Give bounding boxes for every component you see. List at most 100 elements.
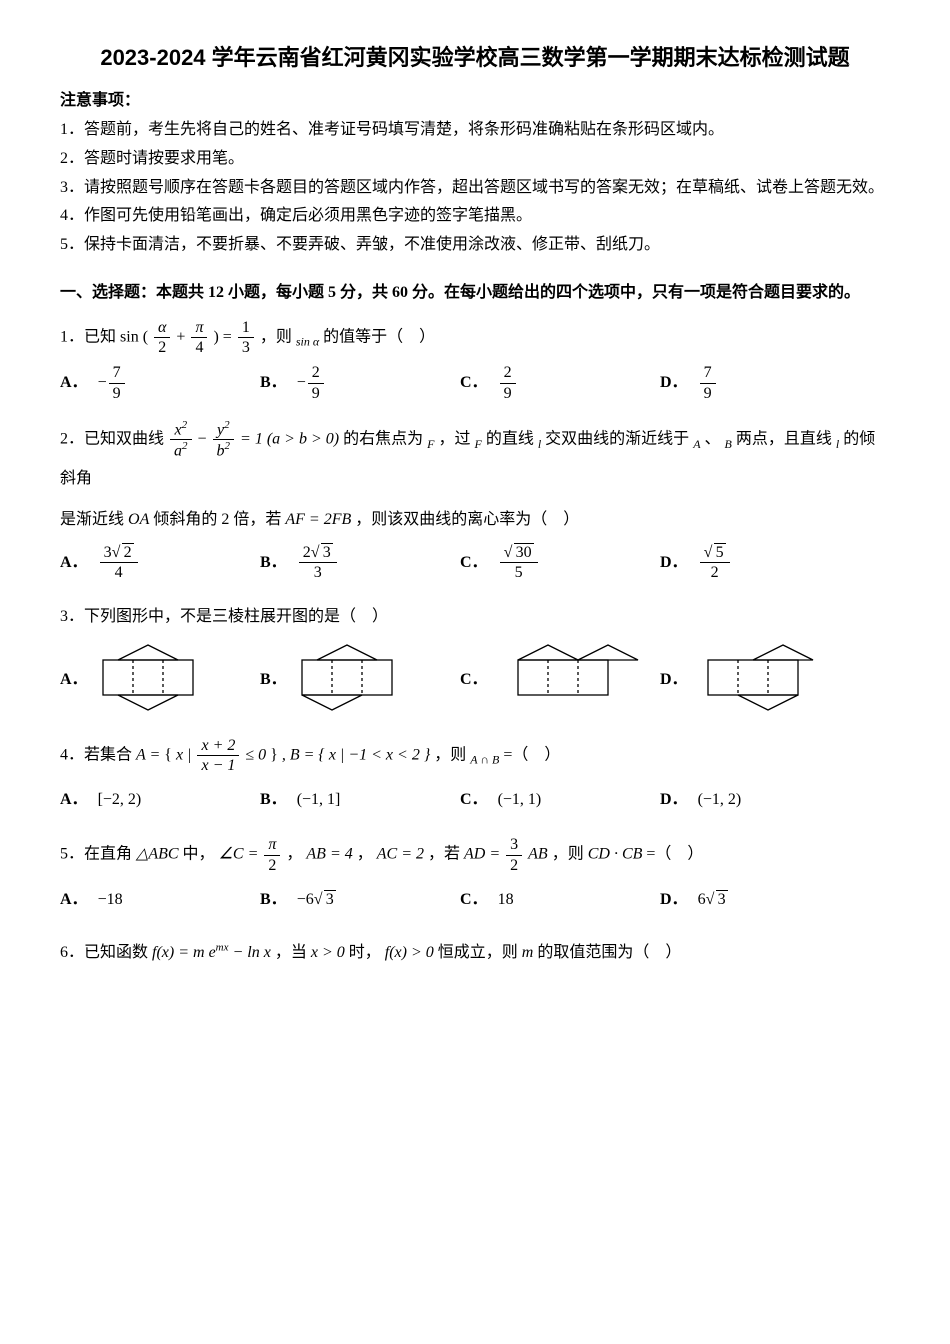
- q5-mid3: ，: [357, 846, 373, 863]
- q4-top: x + 2: [197, 736, 239, 756]
- q2b-den: 3: [299, 563, 337, 582]
- q5d: 63: [698, 881, 728, 919]
- q2a-frac: 32 4: [100, 543, 138, 582]
- notice-heading: 注意事项：: [60, 86, 890, 110]
- prism-net-d-icon: [698, 640, 818, 720]
- label-b: B．: [260, 881, 287, 919]
- question-1: 1．已知 sin ( α 2 + π 4 ) = 1 3 ，则 sin α 的值…: [60, 318, 890, 403]
- q5-ABC: △ABC: [136, 846, 179, 863]
- q2a-num: 32: [100, 543, 138, 563]
- q1d-den: 9: [700, 384, 716, 403]
- notice-item: 5．保持卡面清洁，不要折暴、不要弄破、弄皱，不准使用涂改液、修正带、刮纸刀。: [60, 231, 890, 260]
- label-b: B．: [260, 544, 287, 582]
- label-a: A．: [60, 544, 88, 582]
- q1-choices: A． − 7 9 B． − 2 9 C． 2 9: [60, 363, 890, 402]
- q1c-den: 9: [500, 384, 516, 403]
- q1d-num: 7: [700, 363, 716, 383]
- q1c-num: 2: [500, 363, 516, 383]
- q3-stem: 3．下列图形中，不是三棱柱展开图的是（ ）: [60, 599, 890, 634]
- q5-angC: ∠C =: [219, 846, 263, 863]
- q1-sinalpha: sin α: [296, 335, 319, 349]
- page-title: 2023-2024 学年云南省红河黄冈实验学校高三数学第一学期期末达标检测试题: [60, 40, 890, 72]
- q2-l2mid: 倾斜角的 2 倍，若: [153, 511, 281, 528]
- q1-one: 1: [238, 318, 254, 338]
- q4a: [−2, 2): [98, 781, 142, 819]
- q1a-num: 7: [109, 363, 125, 383]
- q5-AD: AD =: [464, 846, 504, 863]
- label-b: B．: [260, 781, 287, 819]
- q2-x2: x2: [170, 419, 192, 441]
- q5b: −63: [297, 881, 336, 919]
- label-c: C．: [460, 544, 488, 582]
- q2d-frac: 5 2: [700, 543, 730, 582]
- q1-stem: 1．已知 sin ( α 2 + π 4 ) = 1 3 ，则 sin α 的值…: [60, 318, 890, 357]
- q5-mid4: ，若: [428, 846, 460, 863]
- q1-sin: sin: [120, 328, 139, 345]
- q1-frac2: π 4: [191, 318, 207, 357]
- q2-stem: 2．已知双曲线 x2 a2 − y2 b2 = 1 (a > b > 0) 的右…: [60, 419, 890, 496]
- q1-pi: π: [191, 318, 207, 338]
- q5-choice-a: A． −18: [60, 881, 250, 919]
- exam-page: 2023-2024 学年云南省红河黄冈实验学校高三数学第一学期期末达标检测试题 …: [0, 0, 950, 1018]
- q4-pre: 4．若集合: [60, 746, 132, 763]
- label-c: C．: [460, 781, 488, 819]
- q2-mid1: 的右焦点为: [343, 430, 423, 447]
- q2-b: b: [217, 443, 225, 460]
- notice-item: 2．答题时请按要求用笔。: [60, 145, 890, 174]
- question-2: 2．已知双曲线 x2 a2 − y2 b2 = 1 (a > b > 0) 的右…: [60, 419, 890, 583]
- q4-frac: x + 2 x − 1: [197, 736, 239, 775]
- q6-lnx: − ln x: [229, 944, 271, 961]
- label-c: C．: [460, 881, 488, 919]
- q4-AnB: A ∩ B: [470, 752, 499, 766]
- q1-post: 的值等于（ ）: [323, 328, 435, 345]
- label-a: A．: [60, 364, 88, 402]
- q2-y2: y2: [213, 419, 235, 441]
- q2-a: a: [174, 443, 182, 460]
- q2-eq: = 1 (a > b > 0): [240, 430, 339, 447]
- q2c-num: 30: [500, 543, 538, 563]
- question-3: 3．下列图形中，不是三棱柱展开图的是（ ） A． B．: [60, 599, 890, 720]
- q1d-frac: 7 9: [700, 363, 716, 402]
- q2-frac2: y2 b2: [213, 419, 235, 461]
- label-a: A．: [60, 661, 88, 699]
- q2a-den: 4: [100, 563, 138, 582]
- q2-AF: AF = 2FB: [285, 511, 351, 528]
- q5-pi: π: [264, 835, 280, 855]
- q4-lbrace: {: [164, 746, 172, 763]
- q5-mid2: ，: [286, 846, 302, 863]
- q6-fxbase: f(x) = m e: [152, 944, 216, 961]
- q2b-num: 23: [299, 543, 337, 563]
- q5-frac32: 3 2: [506, 835, 522, 874]
- q1-mid: ，则: [260, 328, 292, 345]
- q5-two: 2: [264, 856, 280, 875]
- q5-fracpi: π 2: [264, 835, 280, 874]
- q5-post: =（ ）: [646, 846, 703, 863]
- q5-choice-d: D． 63: [660, 881, 850, 919]
- q6-fx: f(x) = m emx − ln x: [152, 944, 275, 961]
- q2-mid2: ，过: [438, 430, 470, 447]
- label-a: A．: [60, 781, 88, 819]
- q2-mid5: 两点，且直线: [736, 430, 832, 447]
- prism-net-c-icon: [498, 640, 648, 720]
- q2-mid3: 的直线: [486, 430, 534, 447]
- q1-choice-b: B． − 2 9: [260, 363, 450, 402]
- q2-F1: F: [427, 437, 434, 451]
- q2-pre: 2．已知双曲线: [60, 430, 164, 447]
- notice-list: 1．答题前，考生先将自己的姓名、准考证号码填写清楚，将条形码准确粘贴在条形码区域…: [60, 116, 890, 260]
- label-c: C．: [460, 661, 488, 699]
- q4-mid: ，则: [434, 746, 466, 763]
- q4b: (−1, 1]: [297, 781, 341, 819]
- q3-choice-b: B．: [260, 640, 450, 720]
- q1a-den: 9: [109, 384, 125, 403]
- q4c: (−1, 1): [498, 781, 542, 819]
- q2-l2pre: 是渐近线: [60, 511, 124, 528]
- q2-b2: b2: [213, 440, 235, 461]
- label-d: D．: [660, 881, 688, 919]
- q1-two: 2: [154, 338, 170, 357]
- q5-three: 3: [506, 835, 522, 855]
- q2-choice-d: D． 5 2: [660, 543, 850, 582]
- q5c: 18: [498, 881, 514, 919]
- q4-le0: ≤ 0: [245, 746, 266, 763]
- q1-choice-d: D． 7 9: [660, 363, 850, 402]
- label-a: A．: [60, 881, 88, 919]
